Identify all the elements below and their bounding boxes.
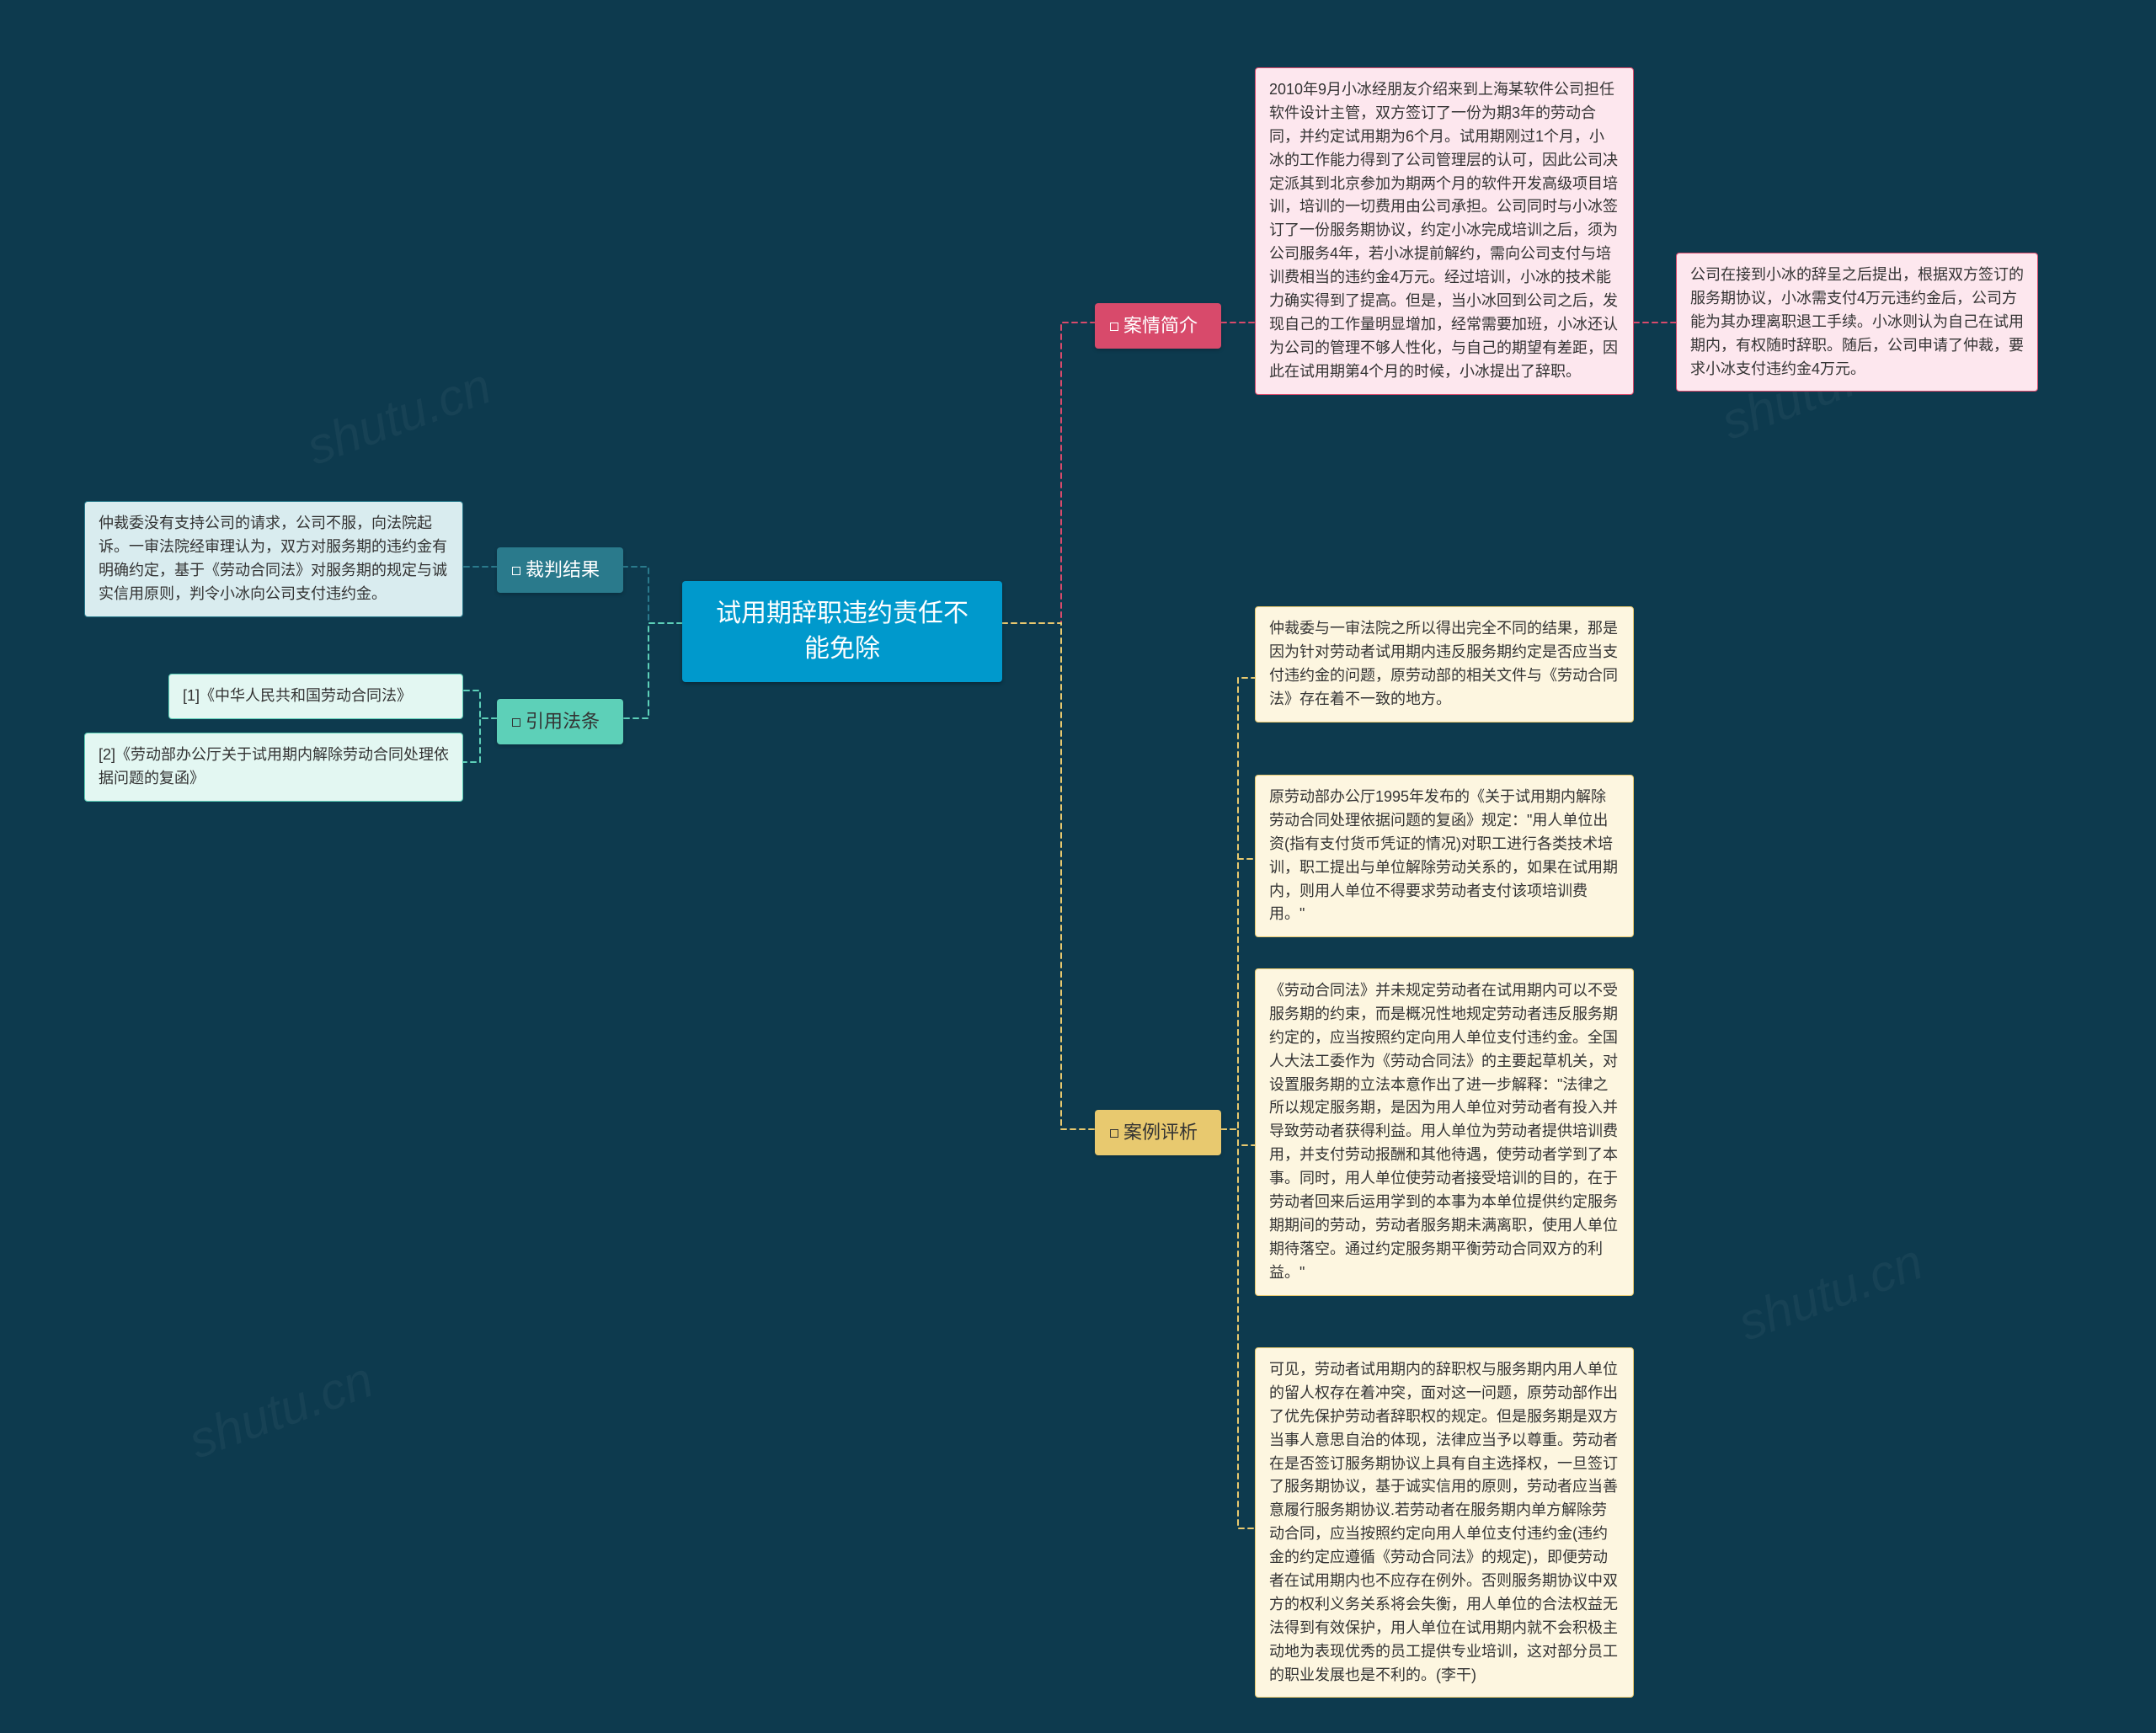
branch-laws[interactable]: 引用法条 — [497, 699, 623, 744]
branch-label: 案情简介 — [1123, 315, 1198, 336]
branch-case-intro[interactable]: 案情简介 — [1095, 303, 1221, 349]
leaf-text: 公司在接到小冰的辞呈之后提出，根据双方签订的服务期协议，小冰需支付4万元违约金后… — [1690, 266, 2024, 377]
leaf-case-intro-1[interactable]: 2010年9月小冰经朋友介绍来到上海某软件公司担任软件设计主管，双方签订了一份为… — [1255, 67, 1634, 395]
leaf-case-analysis-2[interactable]: 原劳动部办公厅1995年发布的《关于试用期内解除劳动合同处理依据问题的复函》规定… — [1255, 775, 1634, 937]
leaf-text: 2010年9月小冰经朋友介绍来到上海某软件公司担任软件设计主管，双方签订了一份为… — [1269, 81, 1618, 380]
branch-case-analysis[interactable]: 案例评析 — [1095, 1110, 1221, 1155]
leaf-text: 仲裁委没有支持公司的请求，公司不服，向法院起诉。一审法院经审理认为，双方对服务期… — [99, 515, 447, 602]
bullet-icon — [1110, 323, 1118, 331]
watermark: shutu.cn — [299, 356, 499, 476]
watermark: shutu.cn — [1731, 1232, 1930, 1352]
leaf-text: 仲裁委与一审法院之所以得出完全不同的结果，那是因为针对劳动者试用期内违反服务期约… — [1269, 620, 1618, 707]
watermark: shutu.cn — [181, 1350, 381, 1469]
leaf-text: 可见，劳动者试用期内的辞职权与服务期内用人单位的留人权存在着冲突，面对这一问题，… — [1269, 1361, 1618, 1683]
leaf-text: [2]《劳动部办公厅关于试用期内解除劳动合同处理依据问题的复函》 — [99, 746, 449, 787]
branch-verdict[interactable]: 裁判结果 — [497, 547, 623, 593]
leaf-law-1[interactable]: [1]《中华人民共和国劳动合同法》 — [168, 674, 463, 719]
branch-label: 案例评析 — [1123, 1122, 1198, 1143]
root-node[interactable]: 试用期辞职违约责任不能免除 — [682, 581, 1002, 682]
leaf-law-2[interactable]: [2]《劳动部办公厅关于试用期内解除劳动合同处理依据问题的复函》 — [84, 733, 463, 802]
leaf-verdict-1[interactable]: 仲裁委没有支持公司的请求，公司不服，向法院起诉。一审法院经审理认为，双方对服务期… — [84, 501, 463, 617]
leaf-case-intro-2[interactable]: 公司在接到小冰的辞呈之后提出，根据双方签订的服务期协议，小冰需支付4万元违约金后… — [1676, 253, 2038, 392]
bullet-icon — [1110, 1129, 1118, 1138]
leaf-text: 原劳动部办公厅1995年发布的《关于试用期内解除劳动合同处理依据问题的复函》规定… — [1269, 788, 1618, 922]
leaf-case-analysis-3[interactable]: 《劳动合同法》并未规定劳动者在试用期内可以不受服务期的约束，而是概况性地规定劳动… — [1255, 968, 1634, 1296]
leaf-case-analysis-1[interactable]: 仲裁委与一审法院之所以得出完全不同的结果，那是因为针对劳动者试用期内违反服务期约… — [1255, 606, 1634, 723]
branch-label: 引用法条 — [526, 711, 600, 732]
leaf-case-analysis-4[interactable]: 可见，劳动者试用期内的辞职权与服务期内用人单位的留人权存在着冲突，面对这一问题，… — [1255, 1347, 1634, 1698]
root-label: 试用期辞职违约责任不能免除 — [716, 600, 969, 663]
leaf-text: 《劳动合同法》并未规定劳动者在试用期内可以不受服务期的约束，而是概况性地规定劳动… — [1269, 982, 1618, 1281]
bullet-icon — [512, 567, 520, 575]
leaf-text: [1]《中华人民共和国劳动合同法》 — [183, 687, 412, 704]
bullet-icon — [512, 718, 520, 727]
mindmap-canvas: shutu.cn shutu.cn shutu.cn shutu.cn 试用期辞… — [0, 0, 2156, 1733]
branch-label: 裁判结果 — [526, 559, 600, 580]
